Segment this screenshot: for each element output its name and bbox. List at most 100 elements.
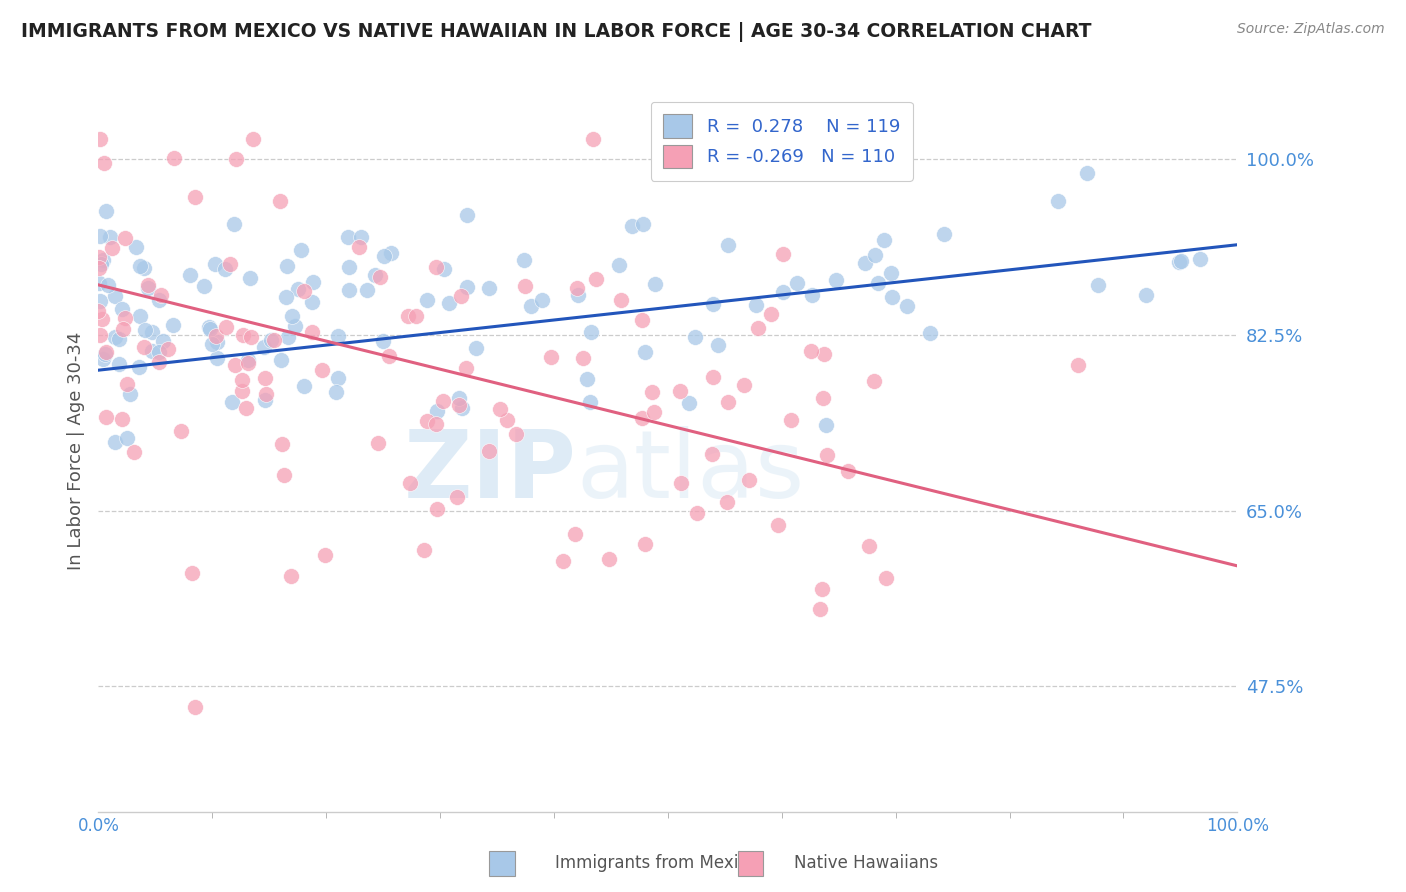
Point	[148, 293, 170, 307]
Point	[197, 319, 219, 334]
Point	[284, 319, 307, 334]
Point	[873, 234, 896, 248]
Point	[813, 347, 835, 361]
Point	[225, 153, 247, 167]
Point	[447, 392, 470, 406]
Point	[489, 402, 512, 417]
Y-axis label: In Labor Force | Age 30-34: In Labor Force | Age 30-34	[66, 331, 84, 570]
Point	[433, 262, 456, 277]
Point	[224, 358, 246, 372]
Point	[643, 405, 665, 419]
Point	[815, 448, 838, 462]
Point	[94, 347, 117, 361]
Point	[224, 217, 246, 231]
Point	[399, 475, 422, 490]
Point	[631, 217, 654, 231]
Point	[478, 443, 501, 458]
Point	[465, 341, 488, 355]
Point	[277, 329, 299, 343]
Point	[880, 267, 903, 281]
Point	[87, 303, 110, 318]
Point	[132, 340, 155, 354]
Point	[260, 333, 283, 347]
Point	[454, 361, 477, 376]
Point	[301, 325, 323, 339]
Point	[531, 293, 554, 308]
Point	[94, 345, 117, 359]
Point	[274, 290, 297, 304]
Point	[96, 410, 118, 425]
Point	[162, 318, 184, 333]
Point	[582, 132, 605, 146]
Point	[302, 275, 325, 289]
Point	[128, 309, 150, 323]
Point	[89, 293, 111, 308]
Point	[87, 250, 110, 264]
Point	[269, 194, 291, 209]
Point	[253, 371, 276, 385]
Point	[567, 287, 589, 301]
Point	[368, 270, 391, 285]
Point	[405, 309, 427, 323]
Point	[240, 329, 263, 343]
Point	[214, 262, 236, 277]
Point	[238, 353, 260, 368]
Point	[702, 370, 724, 384]
Point	[180, 566, 202, 580]
Point	[700, 447, 723, 461]
Point	[367, 436, 389, 450]
Point	[136, 277, 159, 292]
Point	[837, 464, 859, 478]
Point	[644, 277, 666, 292]
Point	[416, 293, 439, 307]
Point	[520, 299, 543, 313]
Point	[232, 327, 254, 342]
Point	[103, 289, 125, 303]
Point	[314, 548, 336, 562]
Point	[825, 273, 848, 287]
Point	[356, 283, 378, 297]
Point	[231, 384, 253, 398]
Point	[641, 385, 664, 400]
Point	[207, 334, 229, 349]
Point	[808, 601, 831, 615]
Point	[631, 410, 654, 425]
Point	[101, 240, 124, 254]
Point	[156, 342, 179, 356]
Point	[148, 344, 170, 359]
Point	[337, 260, 360, 275]
Point	[205, 351, 228, 366]
Point	[932, 227, 955, 242]
Point	[149, 288, 172, 302]
Point	[451, 401, 474, 416]
Point	[496, 413, 519, 427]
Point	[325, 385, 347, 400]
Point	[631, 313, 654, 327]
Point	[780, 413, 803, 427]
Point	[456, 208, 478, 222]
Point	[239, 270, 262, 285]
Text: Immigrants from Mexico: Immigrants from Mexico	[555, 855, 758, 872]
Point	[513, 252, 536, 267]
Point	[505, 426, 527, 441]
Point	[141, 343, 163, 358]
Point	[215, 319, 238, 334]
Point	[193, 278, 215, 293]
Point	[87, 261, 110, 276]
Point	[281, 309, 304, 323]
Point	[738, 474, 761, 488]
Point	[124, 445, 146, 459]
Point	[294, 284, 316, 298]
Point	[118, 386, 141, 401]
Point	[114, 311, 136, 326]
Point	[364, 268, 387, 283]
Point	[437, 296, 460, 310]
Point	[875, 571, 897, 585]
Point	[416, 414, 439, 428]
Point	[686, 506, 709, 520]
Text: ZIP: ZIP	[404, 426, 576, 518]
Point	[254, 393, 277, 408]
Point	[572, 351, 595, 366]
Point	[132, 261, 155, 276]
Point	[90, 312, 112, 326]
